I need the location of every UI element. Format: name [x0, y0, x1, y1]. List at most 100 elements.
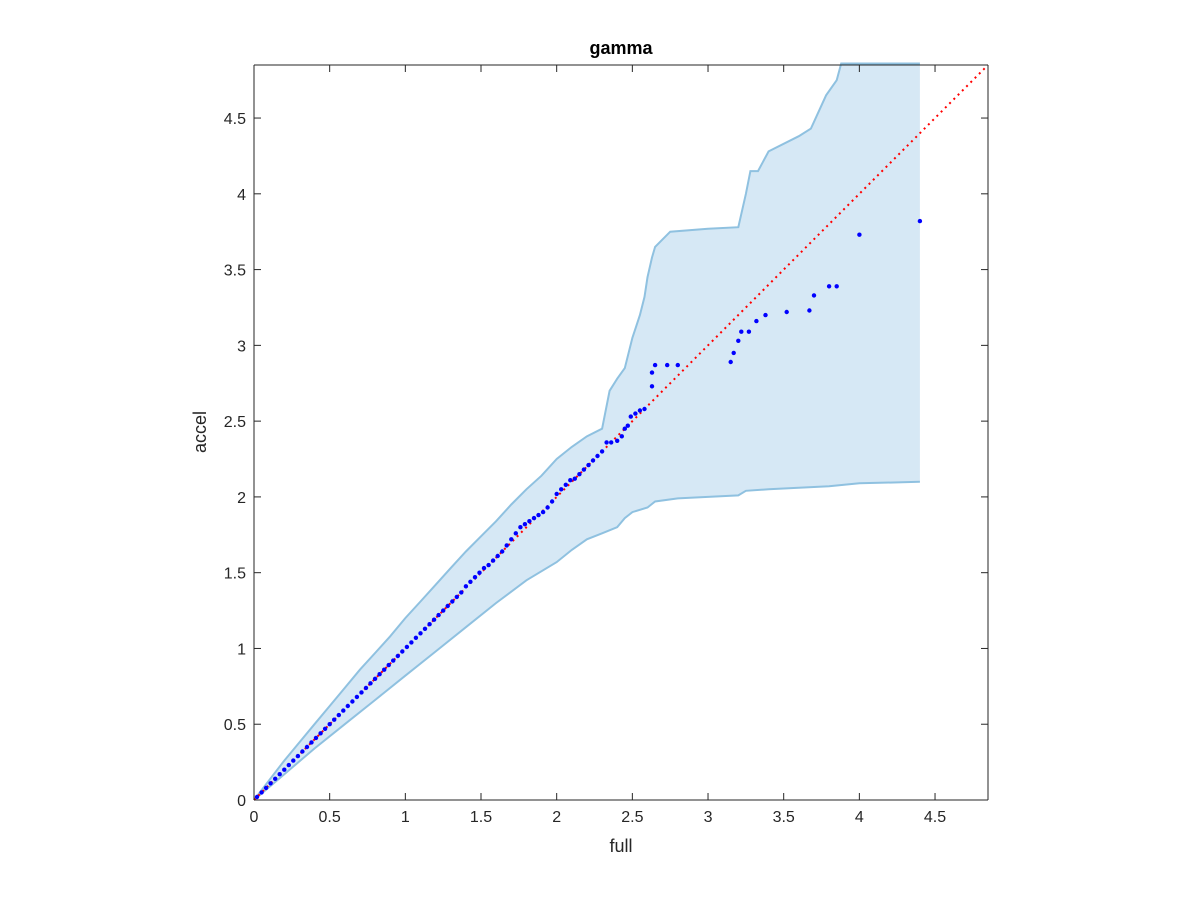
data-point [418, 631, 423, 636]
band-upper-edge [253, 62, 920, 801]
reference-line [253, 64, 989, 801]
data-point [477, 570, 482, 575]
data-point [652, 362, 658, 368]
data-point [807, 308, 812, 313]
data-point [254, 794, 260, 800]
data-point [637, 408, 643, 413]
data-point [754, 318, 759, 324]
data-point [495, 553, 500, 559]
data-point [917, 218, 923, 224]
data-point [427, 622, 432, 627]
x-tick-label: 0 [250, 809, 259, 826]
data-point [259, 790, 264, 795]
data-point [581, 467, 587, 472]
data-point [268, 781, 273, 786]
x-tick-label: 1.5 [470, 809, 492, 826]
data-point [619, 434, 624, 439]
data-point [313, 735, 319, 741]
data-point [811, 293, 817, 298]
data-point [665, 362, 670, 368]
data-point [586, 462, 591, 468]
data-point [463, 584, 469, 589]
data-point [628, 414, 633, 419]
data-point [304, 744, 310, 750]
data-point [286, 762, 291, 768]
data-point [336, 712, 341, 718]
data-point [609, 440, 614, 445]
data-point [590, 458, 596, 463]
x-tick-label: 3 [704, 809, 713, 826]
data-point [826, 284, 832, 289]
data-point [784, 309, 789, 315]
data-point [436, 612, 441, 618]
data-point [563, 482, 568, 487]
data-point [739, 329, 744, 334]
data-point [513, 531, 518, 536]
data-point [404, 644, 410, 650]
data-point [518, 525, 523, 530]
data-point [441, 608, 446, 613]
data-point [509, 537, 514, 542]
data-point [291, 758, 296, 763]
y-tick-label: 0 [237, 793, 246, 810]
data-point [540, 509, 546, 515]
chart-title: gamma [589, 38, 653, 58]
data-point [577, 472, 582, 477]
y-tick-label: 2.5 [224, 414, 246, 431]
data-point [431, 617, 437, 622]
data-point [746, 329, 752, 334]
data-point [300, 749, 305, 754]
data-point [409, 640, 414, 645]
data-point [273, 776, 278, 781]
data-point [615, 438, 620, 443]
data-point [318, 731, 323, 736]
data-point [445, 603, 450, 609]
data-point [568, 478, 573, 483]
data-point [763, 312, 768, 318]
data-point [368, 681, 373, 686]
data-point [545, 505, 550, 510]
data-point [522, 522, 528, 527]
data-point [450, 599, 455, 604]
data-point [554, 491, 559, 497]
x-tick-label: 0.5 [319, 809, 341, 826]
data-point [395, 653, 400, 659]
data-point [386, 662, 391, 668]
data-point [559, 487, 564, 492]
data-point [834, 284, 839, 289]
data-point [490, 558, 496, 563]
data-point [857, 232, 862, 237]
data-point [604, 440, 609, 445]
data-point [536, 512, 541, 518]
data-point [422, 626, 428, 631]
data-point [282, 767, 287, 772]
y-tick-label: 3 [237, 338, 246, 355]
scatter-points [254, 218, 923, 800]
data-point [500, 549, 505, 554]
data-point [599, 449, 605, 454]
y-tick-label: 4.5 [224, 111, 246, 128]
data-point [731, 350, 736, 356]
data-point [350, 699, 355, 704]
data-point [728, 359, 733, 365]
data-point [736, 338, 741, 343]
data-point [675, 362, 680, 368]
y-tick-label: 3.5 [224, 263, 246, 280]
data-point [625, 423, 630, 428]
data-point [345, 703, 350, 709]
data-point [377, 672, 382, 677]
data-point [413, 635, 419, 640]
data-point [481, 565, 487, 571]
data-point [572, 476, 577, 481]
data-point [359, 690, 364, 695]
y-axis-label: accel [190, 411, 210, 453]
y-tick-label: 2 [237, 490, 246, 507]
ticks: 0 0.5 1 1.5 2 2.5 3 3.5 4 4.5 0 0.5 1 1.5 2 2.5 3 3.5 4 4.5 [224, 65, 988, 826]
data-point [468, 579, 473, 584]
data-point [322, 726, 328, 731]
confidence-band [253, 62, 920, 801]
data-point [472, 575, 478, 580]
data-point [341, 708, 346, 713]
data-point [459, 590, 464, 595]
